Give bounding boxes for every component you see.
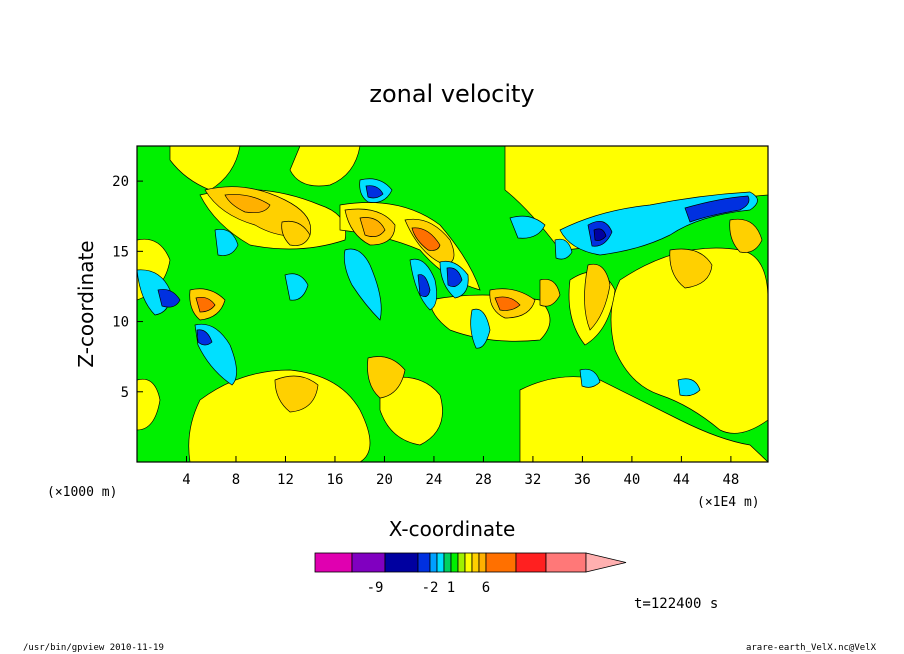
contour-region: [289, 146, 361, 187]
x-tick-label: 12: [277, 472, 294, 488]
contour-region: [669, 248, 713, 289]
contour-region: [584, 263, 611, 331]
contour-region: [157, 289, 181, 308]
colorbar-swatch: [515, 552, 547, 573]
y-axis-label: Z-coordinate: [74, 240, 98, 367]
contour-region: [365, 185, 384, 199]
colorbar: -9 -2 1 6: [314, 552, 627, 596]
x-tick-label: 8: [232, 472, 240, 488]
contour-region: [196, 329, 213, 346]
contour-region: [519, 376, 768, 462]
plot-area: [137, 146, 768, 462]
x-tick-label: 36: [574, 472, 591, 488]
footer-right: arare-earth_VelX.nc@VelX: [746, 643, 877, 653]
x-tick-label: 24: [426, 472, 443, 488]
y-tick-label: 20: [112, 174, 129, 190]
contour-region: [379, 376, 443, 446]
colorbar-swatch: [478, 552, 487, 573]
contour-region: [411, 227, 441, 251]
contour-region: [281, 220, 311, 246]
contour-region: [359, 217, 386, 237]
contour-region: [610, 247, 768, 434]
x-tick-label: 44: [673, 472, 690, 488]
x-unit-right: (×1E4 m): [697, 495, 760, 510]
colorbar-swatch: [429, 552, 438, 573]
x-tick-label: 16: [327, 472, 344, 488]
y-tick-label: 15: [112, 244, 129, 260]
contour-region: [509, 215, 546, 239]
colorbar-swatch: [545, 552, 587, 573]
contour-region: [446, 267, 463, 287]
colorbar-label: 6: [482, 580, 490, 596]
chart-title: zonal velocity: [369, 80, 534, 108]
contour-region: [539, 279, 561, 307]
footer-left: /usr/bin/gpview 2010-11-19: [23, 643, 164, 653]
x-tick-label: 4: [182, 472, 190, 488]
colorbar-swatch: [443, 552, 452, 573]
contour-region: [274, 375, 319, 413]
contour-region: [470, 308, 491, 349]
colorbar-swatch: [471, 552, 480, 573]
colorbar-label: 1: [447, 580, 455, 596]
x-tick-label: 40: [623, 472, 640, 488]
contour-region: [417, 274, 431, 297]
colorbar-label: -2: [422, 580, 439, 596]
contour-region: [214, 229, 239, 256]
y-tick-label: 5: [121, 385, 129, 401]
colorbar-swatch: [384, 552, 419, 573]
contour-region: [677, 378, 701, 397]
colorbar-label: -9: [367, 580, 384, 596]
time-label: t=122400 s: [634, 596, 718, 612]
contour-region: [367, 356, 406, 399]
colorbar-swatch: [464, 552, 473, 573]
x-axis-label: X-coordinate: [389, 517, 516, 541]
colorbar-swatch: [457, 552, 466, 573]
contour-region: [729, 218, 763, 253]
contour-region: [593, 228, 607, 241]
x-axis: 4 8 12 16 20 24 28 32 36 40 44 48: [182, 456, 739, 488]
x-tick-label: 48: [722, 472, 739, 488]
contour-region: [195, 296, 216, 313]
x-unit-left: (×1000 m): [47, 485, 117, 500]
contour-region: [554, 238, 573, 260]
colorbar-swatch: [450, 552, 459, 573]
colorbar-swatch: [417, 552, 431, 573]
colorbar-swatch: [485, 552, 517, 573]
x-tick-label: 32: [524, 472, 541, 488]
colorbar-arrow: [585, 552, 627, 573]
x-tick-label: 20: [376, 472, 393, 488]
contour-region: [579, 368, 601, 388]
y-tick-label: 10: [112, 315, 129, 331]
contour-region: [284, 273, 309, 301]
contour-region: [343, 248, 382, 321]
colorbar-swatch: [351, 552, 386, 573]
contour-region: [224, 194, 271, 214]
contour-region: [188, 369, 371, 462]
x-tick-label: 28: [475, 472, 492, 488]
plot-frame: [136, 145, 769, 463]
colorbar-swatch: [314, 552, 353, 573]
y-axis: 5 10 15 20: [112, 174, 143, 401]
colorbar-swatch: [436, 552, 445, 573]
contour-region: [494, 296, 521, 311]
contour-region: [684, 195, 750, 223]
